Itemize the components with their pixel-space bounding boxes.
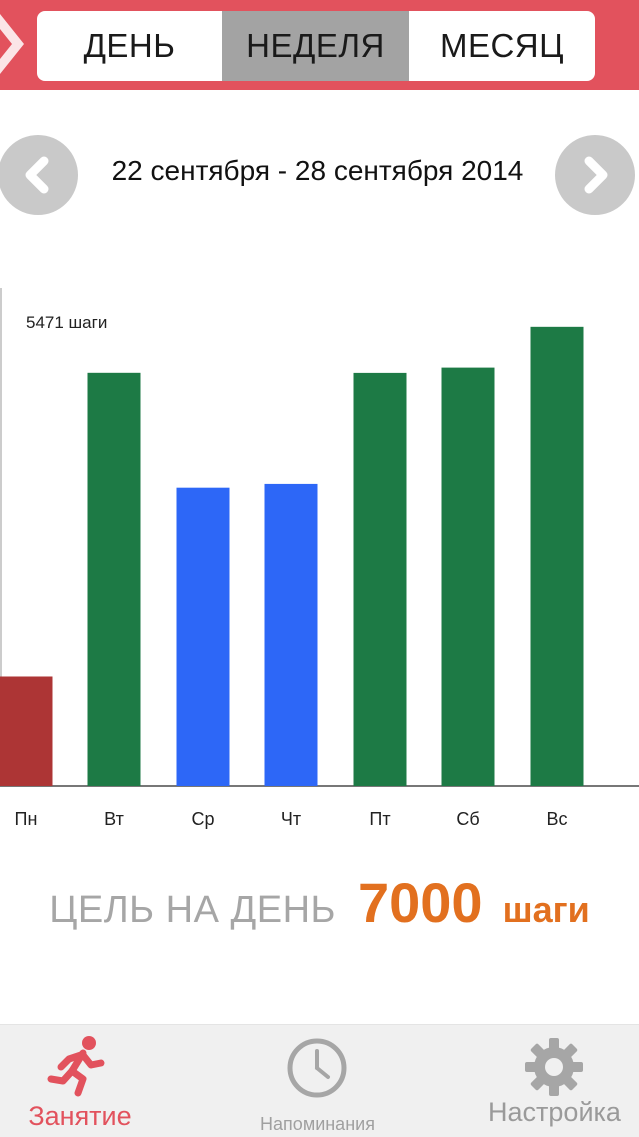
- clock-icon: [287, 1038, 347, 1098]
- chevron-right-icon: [584, 156, 608, 194]
- x-tick-label: Сб: [456, 809, 479, 829]
- weekly-steps-chart: 5471 шаги Пн Вт Ср Чт Пт Сб Вс: [0, 288, 639, 829]
- x-tick-label: Чт: [281, 809, 301, 829]
- tab-month[interactable]: МЕСЯЦ: [439, 27, 565, 64]
- back-arrow-icon[interactable]: [0, 14, 24, 74]
- bar-1[interactable]: [87, 372, 141, 786]
- nav-reminders[interactable]: Напоминания: [230, 1025, 405, 1137]
- tab-week[interactable]: НЕДЕЛЯ: [222, 11, 409, 81]
- goal-label: ЦЕЛЬ НА ДЕНЬ: [49, 889, 336, 931]
- nav-activity-label: Занятие: [28, 1101, 132, 1131]
- bar-3[interactable]: [264, 483, 318, 786]
- running-person-icon: [47, 1036, 105, 1097]
- prev-week-button[interactable]: [0, 135, 78, 215]
- bar-2[interactable]: [176, 487, 230, 786]
- x-tick-label: Ср: [191, 809, 214, 829]
- x-tick-label: Пн: [15, 809, 38, 829]
- period-selector: ДЕНЬ НЕДЕЛЯ МЕСЯЦ: [37, 11, 595, 81]
- nav-activity[interactable]: Занятие: [0, 1025, 160, 1137]
- bottom-nav: Занятие Напоминания Настройка: [0, 1024, 639, 1137]
- date-range-label: 22 сентября - 28 сентября 2014: [111, 155, 524, 186]
- daily-goal: ЦЕЛЬ НА ДЕНЬ 7000 шаги: [0, 870, 639, 950]
- goal-value[interactable]: 7000: [357, 871, 483, 934]
- nav-reminders-label: Напоминания: [260, 1114, 375, 1134]
- goal-unit: шаги: [502, 889, 590, 930]
- chevron-left-icon: [25, 156, 49, 194]
- bar-5[interactable]: [441, 367, 495, 786]
- bar-annotation: 5471 шаги: [26, 313, 107, 332]
- bar-6[interactable]: [530, 326, 584, 786]
- x-tick-label: Вс: [546, 809, 567, 829]
- nav-settings[interactable]: Настройка: [470, 1025, 639, 1137]
- gear-icon: [525, 1038, 583, 1096]
- tab-day[interactable]: ДЕНЬ: [83, 27, 176, 64]
- bar-4[interactable]: [353, 372, 407, 786]
- x-tick-label: Вт: [104, 809, 124, 829]
- next-week-button[interactable]: [555, 135, 635, 215]
- bar-0[interactable]: [0, 676, 53, 786]
- top-bar: ДЕНЬ НЕДЕЛЯ МЕСЯЦ: [0, 0, 639, 90]
- x-tick-label: Пт: [369, 809, 390, 829]
- nav-settings-label: Настройка: [488, 1097, 621, 1127]
